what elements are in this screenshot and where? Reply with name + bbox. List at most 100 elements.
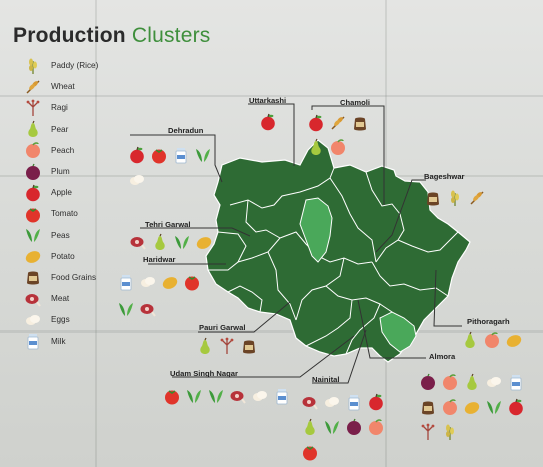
background-pillar <box>95 0 97 467</box>
tomato-icon <box>300 442 319 461</box>
potato-icon <box>160 272 179 291</box>
peach-icon <box>24 141 42 159</box>
legend-label: Plum <box>51 167 70 177</box>
plum-icon <box>344 417 363 436</box>
legend-label: Potato <box>51 251 75 261</box>
legend-label: Milk <box>51 336 66 346</box>
region-label-pithoragarh: Pithoragarh <box>467 317 510 326</box>
food-grains-icon <box>418 397 437 416</box>
icons-haridwar <box>116 272 208 318</box>
region-label-pauri: Pauri Garwal <box>199 323 246 332</box>
milk-icon <box>171 145 190 164</box>
legend-item-paddy: Paddy (Rice) <box>24 55 98 76</box>
legend-label: Peach <box>51 145 75 155</box>
icons-bageshwar <box>423 188 486 207</box>
plum-icon <box>24 163 42 181</box>
pear-icon <box>462 372 481 391</box>
icons-dehradun <box>127 145 219 189</box>
ragi-icon <box>24 99 42 117</box>
legend-label: Apple <box>51 188 72 198</box>
food-grains-icon <box>350 113 369 132</box>
district-borders <box>208 167 459 355</box>
milk-icon <box>506 372 525 391</box>
wheat-icon <box>467 188 486 207</box>
legend-item-tomato: Tomato <box>24 203 98 224</box>
potato-icon <box>194 232 213 251</box>
peach-icon <box>440 372 459 391</box>
legend-item-apple: Apple <box>24 182 98 203</box>
region-label-dehradun: Dehradun <box>168 126 204 135</box>
tomato-icon <box>182 272 201 291</box>
legend-item-eggs: Eggs <box>24 309 98 330</box>
potato-icon <box>462 397 481 416</box>
paddy-icon <box>440 422 459 441</box>
milk-icon <box>344 392 363 411</box>
legend-item-potato: Potato <box>24 246 98 267</box>
meat-icon <box>300 392 319 411</box>
peach-icon <box>440 397 459 416</box>
ragi-icon <box>418 422 437 441</box>
legend-label: Paddy (Rice) <box>51 61 99 71</box>
paddy-icon <box>445 188 464 207</box>
legend-label: Food Grains <box>51 272 97 282</box>
map-highlight-district <box>379 311 417 353</box>
legend: Paddy (Rice) Wheat Ragi Pear Peach Plum … <box>24 55 98 352</box>
legend-item-ragi: Ragi <box>24 97 98 118</box>
region-label-almora: Almora <box>429 352 456 361</box>
icons-nainital <box>300 392 392 461</box>
food-grains-icon <box>423 188 442 207</box>
pear-icon <box>460 330 479 349</box>
icons-pithoragarh <box>460 330 523 349</box>
map-highlight-district <box>299 197 333 263</box>
tomato-icon <box>162 386 181 405</box>
milk-icon <box>24 332 42 350</box>
legend-item-meat: Meat <box>24 288 98 309</box>
icons-chamoli <box>306 113 386 156</box>
icons-udam <box>162 386 291 405</box>
apple-icon <box>506 397 525 416</box>
food-grains-icon <box>24 268 42 286</box>
icons-almora <box>418 372 530 441</box>
pear-icon <box>300 417 319 436</box>
background-beam <box>0 95 543 97</box>
region-label-nainital: Nainital <box>312 375 340 384</box>
paddy-icon <box>24 57 42 75</box>
background-beam <box>0 330 543 333</box>
legend-item-plum: Plum <box>24 161 98 182</box>
eggs-icon <box>484 372 503 391</box>
apple-icon <box>24 184 42 202</box>
tomato-icon <box>24 205 42 223</box>
icons-pauri <box>195 336 258 355</box>
legend-item-peas: Peas <box>24 225 98 246</box>
peas-icon <box>116 299 135 318</box>
peas-icon <box>184 386 203 405</box>
icons-uttarkashi <box>258 112 277 131</box>
legend-label: Eggs <box>51 315 70 325</box>
peas-icon <box>322 417 341 436</box>
legend-label: Peas <box>51 230 70 240</box>
eggs-icon <box>138 272 157 291</box>
legend-item-milk: Milk <box>24 330 98 351</box>
region-label-haridwar: Haridwar <box>143 255 176 264</box>
region-label-uttarkashi: Uttarkashi <box>249 96 287 105</box>
peas-icon <box>484 397 503 416</box>
eggs-icon <box>24 311 42 329</box>
eggs-icon <box>127 170 146 189</box>
ragi-icon <box>217 336 236 355</box>
milk-icon <box>272 386 291 405</box>
apple-icon <box>127 145 146 164</box>
meat-icon <box>228 386 247 405</box>
legend-label: Wheat <box>51 82 75 92</box>
legend-label: Meat <box>51 294 70 304</box>
region-label-udam: Udam Singh Nagar <box>170 369 238 378</box>
potato-icon <box>24 247 42 265</box>
legend-item-pear: Pear <box>24 119 98 140</box>
legend-label: Pear <box>51 124 69 134</box>
eggs-icon <box>250 386 269 405</box>
wheat-icon <box>24 78 42 96</box>
pear-icon <box>195 336 214 355</box>
apple-icon <box>306 113 325 132</box>
peas-icon <box>206 386 225 405</box>
